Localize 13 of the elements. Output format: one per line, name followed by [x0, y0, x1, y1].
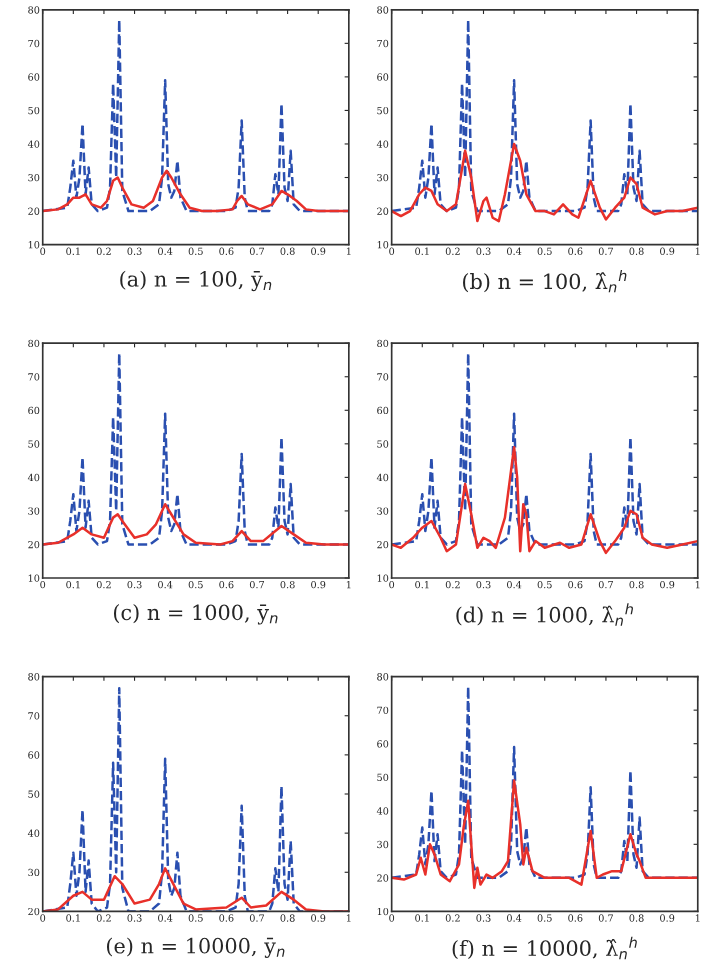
line-series [42, 169, 349, 213]
x-axis-title: (b) n = 100, λ̂$_{n}$$^{h}$ [463, 269, 627, 293]
line-series [391, 142, 698, 223]
line-series [391, 352, 698, 546]
x-axis-title: (d) n = 1000, λ̂$_{n}$$^{h}$ [456, 603, 633, 626]
line-series [391, 445, 698, 555]
line-series [391, 779, 698, 890]
x-axis-title: (f) n = 10000, λ̂$_{n}$$^{h}$ [452, 936, 637, 960]
x-axis-title: (c) n = 1000, ȳ$_{n}$ [113, 604, 278, 625]
line-series [391, 18, 698, 213]
x-axis-title: (e) n = 10000, ȳ$_{n}$ [107, 937, 285, 958]
line-series [42, 502, 349, 546]
x-axis-title: (a) n = 100, ȳ$_{n}$ [120, 270, 272, 292]
